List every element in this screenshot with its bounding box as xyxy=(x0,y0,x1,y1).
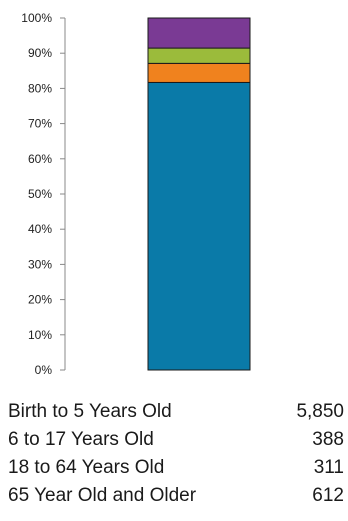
y-tick-label: 10% xyxy=(28,328,52,342)
legend-value: 612 xyxy=(312,485,344,506)
y-tick-label: 30% xyxy=(28,257,52,271)
y-tick-label: 0% xyxy=(35,363,53,377)
legend-table: Birth to 5 Years Old 5,850 6 to 17 Years O… xyxy=(8,398,344,510)
legend-value: 5,850 xyxy=(296,401,344,422)
bar-segment-1 xyxy=(147,81,251,371)
legend-label: 18 to 64 Years Old xyxy=(8,457,165,478)
legend-label: Birth to 5 Years Old xyxy=(8,401,172,422)
legend-row: 6 to 17 Years Old 388 xyxy=(8,426,344,454)
legend-row: 65 Year Old and Older 612 xyxy=(8,482,344,510)
bar-segment-3 xyxy=(147,47,251,64)
legend-label: 6 to 17 Years Old xyxy=(8,429,154,450)
y-tick-label: 20% xyxy=(28,293,52,307)
legend-value: 311 xyxy=(313,457,344,478)
y-tick-label: 40% xyxy=(28,222,52,236)
bar-segment-2 xyxy=(147,62,251,83)
y-tick-label: 50% xyxy=(28,187,52,201)
y-tick-label: 80% xyxy=(28,81,52,95)
stacked-bar xyxy=(147,17,251,371)
y-tick-label: 90% xyxy=(28,46,52,60)
y-tick-label: 70% xyxy=(28,117,52,131)
stacked-bar-chart: 0% 10% 20% 30% 40% 50% 60% 70% 80% 90% 100% xyxy=(21,11,251,377)
legend-label: 65 Year Old and Older xyxy=(8,485,197,506)
y-axis: 0% 10% 20% 30% 40% 50% 60% 70% 80% 90% 100% xyxy=(21,11,66,377)
y-tick-label: 100% xyxy=(21,11,52,25)
legend-row: Birth to 5 Years Old 5,850 xyxy=(8,398,344,426)
legend-value: 388 xyxy=(312,429,344,450)
y-tick-label: 60% xyxy=(28,152,52,166)
legend-row: 18 to 64 Years Old 311 xyxy=(8,454,344,482)
bar-segment-4 xyxy=(147,17,251,49)
